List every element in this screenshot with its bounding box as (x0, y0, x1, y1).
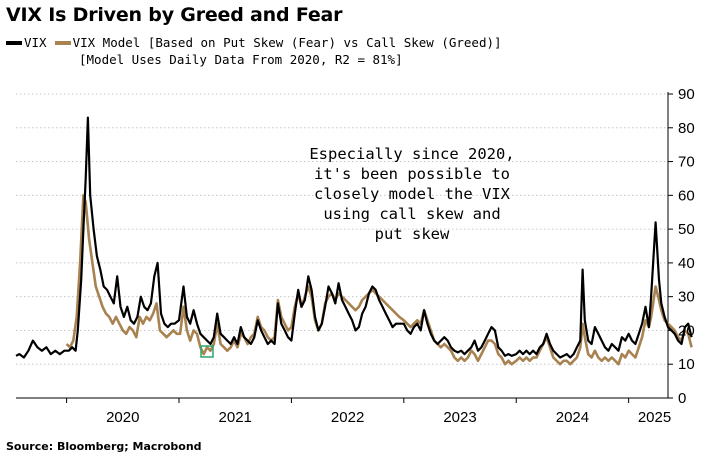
legend-label-model-note: [Model Uses Daily Data From 2020, R2 = 8… (79, 52, 403, 67)
annotation-line: closely model the VIX (314, 185, 511, 203)
annotation-line: using call skew and (323, 205, 500, 223)
series-lines (15, 116, 693, 366)
x-tick-label: 2025 (638, 409, 671, 426)
x-tick-labels: 2020 2021 2022 2023 2024 2025 (106, 409, 671, 426)
x-tick-label: 2020 (106, 409, 139, 426)
y-tick-label: 70 (678, 154, 695, 171)
annotation-line: put skew (375, 225, 450, 243)
y-tick-label: 80 (678, 120, 695, 137)
chart-title: VIX Is Driven by Greed and Fear (6, 4, 343, 26)
y-tick-label: 40 (678, 255, 695, 272)
legend-swatch-model (54, 40, 71, 45)
legend-row-2: [Model Uses Daily Data From 2020, R2 = 8… (6, 51, 502, 68)
highlight-marker (200, 345, 214, 358)
x-tick-label: 2024 (556, 409, 589, 426)
source-note: Source: Bloomberg; Macrobond (6, 440, 202, 453)
y-tick-label: 20 (678, 322, 695, 339)
axes (16, 92, 673, 403)
annotation-line: Especially since 2020, (309, 145, 514, 163)
y-tick-labels: 0 10 20 30 40 50 60 70 80 90 (678, 86, 695, 407)
y-tick-label: 10 (678, 356, 695, 373)
legend: VIX VIX Model [Based on Put Skew (Fear) … (6, 34, 502, 68)
legend-label-model: VIX Model [Based on Put Skew (Fear) vs C… (72, 35, 502, 50)
legend-label-vix: VIX (24, 35, 47, 50)
y-tick-label: 60 (678, 187, 695, 204)
x-tick-label: 2022 (331, 409, 364, 426)
legend-row-1: VIX VIX Model [Based on Put Skew (Fear) … (6, 34, 502, 51)
annotation-text: Especially since 2020, it's been possible… (309, 145, 514, 243)
y-tick-label: 90 (678, 86, 695, 103)
legend-swatch-vix (6, 40, 22, 45)
y-tick-label: 50 (678, 221, 695, 238)
y-tick-label: 0 (678, 390, 686, 407)
y-tick-label: 30 (678, 289, 695, 306)
x-tick-label: 2023 (443, 409, 476, 426)
annotation-line: it's been possible to (314, 165, 510, 183)
series-line-vix (15, 116, 693, 359)
x-tick-label: 2021 (219, 409, 252, 426)
